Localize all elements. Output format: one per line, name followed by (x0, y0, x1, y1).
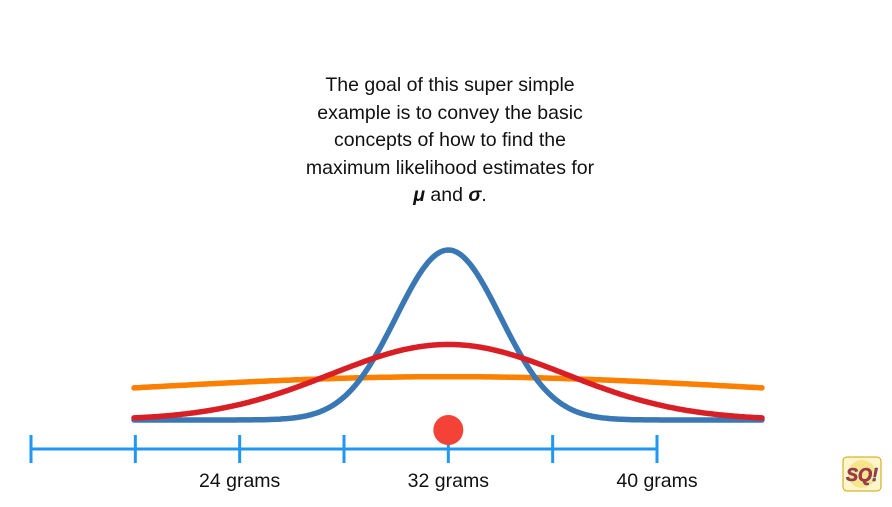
caption-line-1: The goal of this super simple (325, 74, 575, 96)
caption-line-2: example is to convey the basic (317, 101, 583, 124)
curves-layer (131, 247, 765, 423)
caption-line-3: concepts of how to find the (334, 129, 566, 151)
tick-label-32: 32 grams (408, 470, 490, 492)
caption-line-4: maximum likelihood estimates for (305, 156, 595, 179)
logo-text: SQ! (846, 465, 878, 485)
caption-period: . (481, 184, 487, 206)
distribution-curve-sd-12 (131, 373, 765, 391)
observation-layer (433, 415, 464, 445)
tick-label-40: 40 grams (616, 470, 698, 492)
caption-line-5: μ and σ. (250, 182, 650, 210)
distribution-curve-sd-2 (131, 247, 765, 423)
tick-label-24: 24 grams (199, 470, 281, 492)
caption: The goal of this super simple example is… (250, 72, 650, 210)
mu-symbol: μ (413, 184, 425, 206)
sigma-symbol: σ (468, 184, 482, 206)
number-line: 24 grams 32 grams 40 grams (29, 435, 698, 492)
distribution-curve-sd-4-5 (131, 341, 765, 421)
observation-point (433, 415, 464, 445)
statquest-logo-icon: SQ! (842, 456, 882, 492)
caption-and: and (425, 184, 469, 206)
